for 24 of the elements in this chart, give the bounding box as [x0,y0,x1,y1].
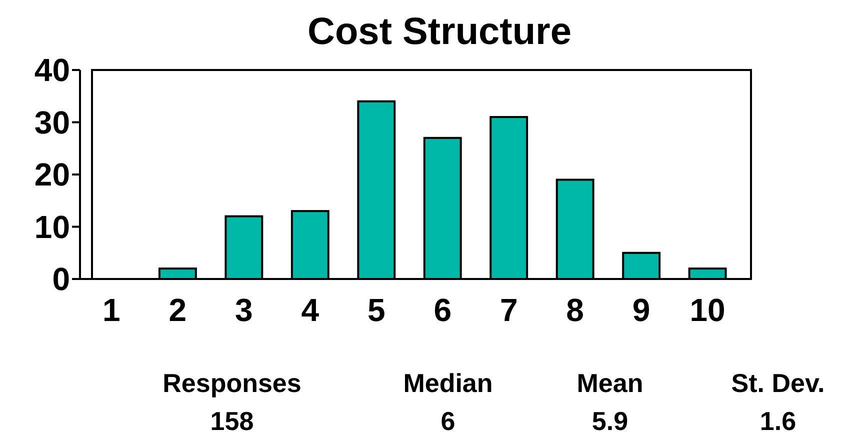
x-tick-label: 2 [168,292,187,328]
text: St. Dev. [731,368,825,398]
text: 158 [210,406,254,436]
x-tick-label: 5 [367,292,386,328]
text: Responses [162,368,302,398]
text: Mean [576,368,644,398]
y-tick-label: 10 [34,208,70,245]
x-tick-label: 7 [500,292,518,328]
x-tick-label: 1 [102,292,120,328]
text: 1.6 [760,406,796,436]
y-tick-label: 0 [52,261,70,298]
text: Median [403,368,493,398]
text: 6 [440,406,456,436]
x-tick-label: 3 [235,292,253,328]
x-tick-label: 8 [566,292,584,328]
y-tick-label: 20 [34,156,70,193]
x-tick-label: 9 [632,292,650,328]
chart-title: Cost Structure [308,11,572,53]
y-tick-label: 40 [34,52,70,88]
x-tick-label: 6 [434,292,452,328]
y-tick-label: 30 [34,104,70,140]
text: 5.9 [592,406,628,436]
x-tick-label: 10 [690,292,726,328]
x-tick-label: 4 [301,292,320,328]
